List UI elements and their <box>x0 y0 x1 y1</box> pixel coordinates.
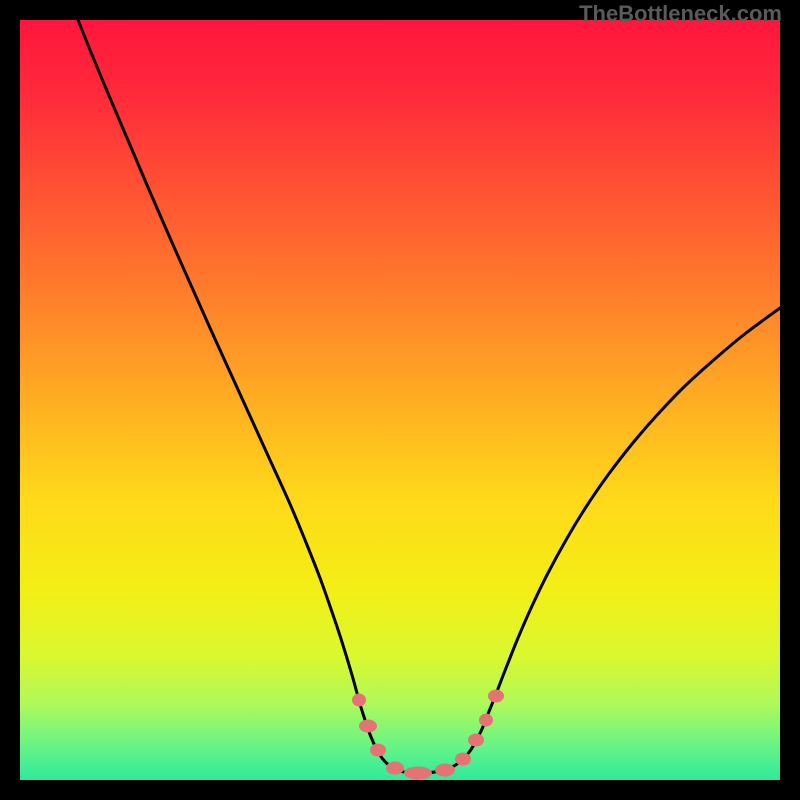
bead-marker <box>455 753 471 766</box>
bead-marker <box>435 764 455 777</box>
chart-stage: TheBottleneck.com <box>0 0 800 800</box>
chart-plot-area <box>20 20 780 780</box>
bead-marker <box>488 690 504 703</box>
bead-marker <box>386 762 404 775</box>
bead-marker <box>404 767 432 780</box>
bead-marker <box>468 734 484 747</box>
bead-marker <box>370 744 386 757</box>
bead-marker <box>479 714 493 727</box>
chart-gradient-background <box>20 20 780 780</box>
bead-marker <box>359 720 377 733</box>
bead-marker <box>352 694 366 707</box>
